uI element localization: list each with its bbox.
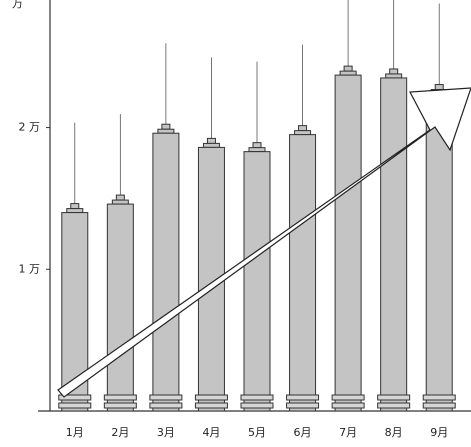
cap-base xyxy=(339,70,357,76)
plunger-ring xyxy=(286,394,320,401)
bar xyxy=(152,132,180,412)
cap xyxy=(161,123,171,130)
bar xyxy=(380,77,408,412)
x-tick-label: 3月 xyxy=(157,426,175,439)
plunger-ring xyxy=(58,394,92,401)
plunger-ring xyxy=(149,402,183,409)
cap xyxy=(298,125,308,132)
cap-base xyxy=(248,147,266,153)
cap-base xyxy=(111,199,129,205)
plunger-ring xyxy=(58,402,92,409)
plunger-ring xyxy=(240,402,274,409)
plunger-ring xyxy=(422,394,456,401)
x-tick-label: 4月 xyxy=(202,426,220,439)
cap xyxy=(70,203,80,210)
x-tick-label: 7月 xyxy=(339,426,357,439)
bar xyxy=(243,151,271,412)
cap xyxy=(206,137,216,144)
cap-base xyxy=(294,130,312,136)
cap-base xyxy=(157,128,175,134)
y-axis-label: 万 xyxy=(12,0,23,10)
x-tick-label: 9月 xyxy=(430,426,448,439)
cap xyxy=(115,194,125,201)
plunger-ring xyxy=(377,402,411,409)
cap xyxy=(252,142,262,149)
x-tick-label: 8月 xyxy=(385,426,403,439)
plunger-ring xyxy=(194,402,228,409)
y-tick-label: 1 万 xyxy=(19,262,41,275)
plunger-ring xyxy=(422,402,456,409)
plunger-ring xyxy=(286,402,320,409)
bar xyxy=(289,134,317,412)
plunger-ring xyxy=(331,394,365,401)
plunger-ring xyxy=(377,394,411,401)
plunger-ring xyxy=(103,394,137,401)
cap-base xyxy=(202,142,220,148)
bar xyxy=(334,74,362,412)
x-tick-label: 5月 xyxy=(248,426,266,439)
x-tick-label: 6月 xyxy=(294,426,312,439)
cap-base xyxy=(66,208,84,214)
bar xyxy=(106,203,134,412)
plunger-ring xyxy=(194,394,228,401)
bar xyxy=(425,93,453,412)
plunger-ring xyxy=(240,394,274,401)
cap xyxy=(343,65,353,72)
plunger-ring xyxy=(103,402,137,409)
cap xyxy=(434,84,444,91)
trend-arrow xyxy=(57,87,471,398)
cap-base xyxy=(385,73,403,79)
x-tick-label: 2月 xyxy=(111,426,129,439)
x-tick-label: 1月 xyxy=(66,426,84,439)
plunger-ring xyxy=(149,394,183,401)
y-tick-label: 2 万 xyxy=(19,121,41,134)
cap xyxy=(389,68,399,75)
plunger-ring xyxy=(331,402,365,409)
